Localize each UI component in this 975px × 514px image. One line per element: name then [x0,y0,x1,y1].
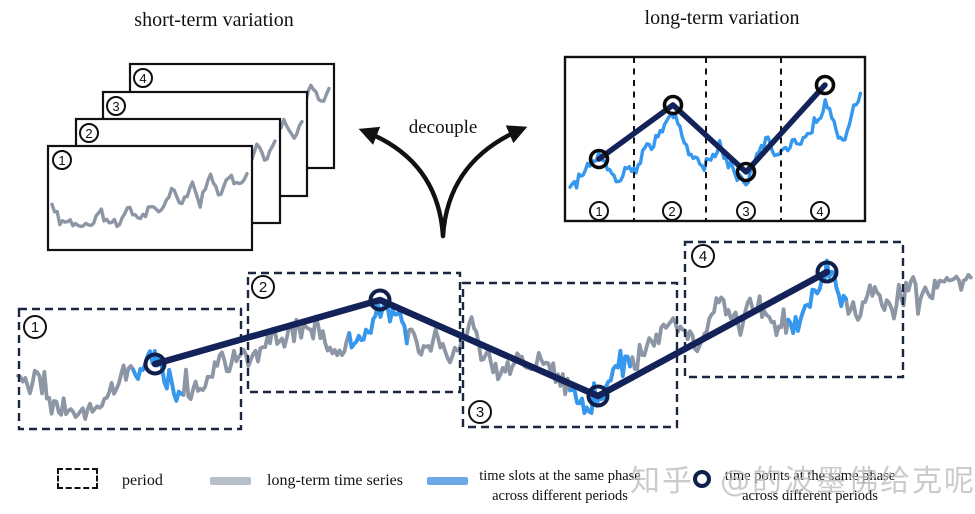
long-term-title: long-term variation [644,7,800,29]
watermark-brand: 知乎 [630,464,694,499]
legend-timeslots-line2: across different periods [492,487,628,504]
bottom-box-2-number: 2 [251,275,275,299]
legend-period-swatch [57,468,98,489]
legend-longterm-swatch [210,477,251,485]
legend-timeslots-line1: time slots at the same phase [479,468,641,484]
watermark-handle: @的波墨佛给克呢 [720,464,975,499]
panel-2-number: 2 [79,123,99,143]
legend-timepoints-line2: across different periods [742,487,878,504]
panel-4-number: 4 [133,68,153,88]
legend-longterm-label: long-term time series [267,472,403,489]
short-term-title: short-term variation [134,9,294,31]
bottom-box-1-number: 1 [23,315,47,339]
panel-1-number: 1 [52,150,72,170]
decouple-label: decouple [408,117,478,138]
longterm-4-number: 4 [810,201,830,221]
legend-timeslots-label: time slots at the same phase across diff… [474,467,646,506]
bottom-box-4-number: 4 [691,244,715,268]
watermark: 知乎 @的波墨佛给克呢 [630,456,975,500]
legend-period-label: period [122,472,163,489]
longterm-3-number: 3 [736,201,756,221]
longterm-2-number: 2 [662,201,682,221]
legend-timepoints-label: time points at the same phase across dif… [724,467,896,506]
legend-timeslots-swatch [427,477,468,485]
longterm-1-number: 1 [589,201,609,221]
legend-timepoints-line1: time points at the same phase [724,468,896,484]
bottom-box-3-number: 3 [468,400,492,424]
legend-timepoints-marker-icon [693,470,711,488]
panel-3-number: 3 [106,96,126,116]
